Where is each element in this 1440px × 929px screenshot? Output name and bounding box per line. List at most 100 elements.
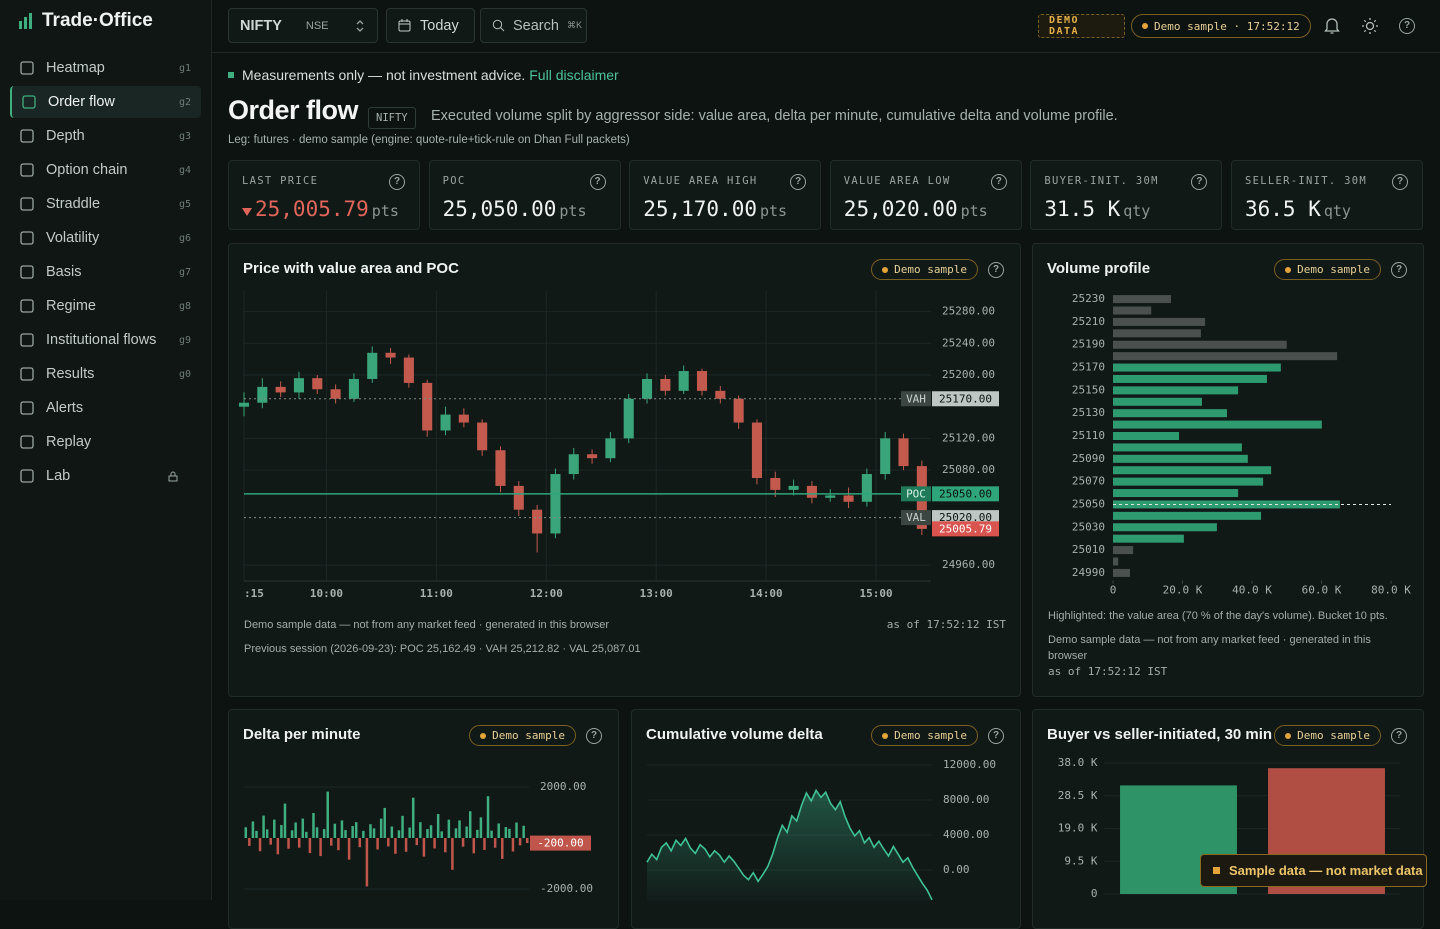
candle-body	[477, 422, 488, 451]
nav-item[interactable]: Option chain g4	[10, 154, 201, 186]
help-icon[interactable]: ?	[586, 728, 602, 744]
calendar-icon	[398, 19, 411, 32]
bar	[251, 821, 255, 838]
candle-body	[440, 414, 451, 431]
nav-item[interactable]: Institutional flows g9	[10, 324, 201, 356]
bar	[465, 826, 468, 838]
bar	[436, 814, 440, 838]
brand-name: Trade·Office	[42, 10, 153, 31]
y-tick-label: 25030	[1072, 520, 1105, 533]
nav-item[interactable]: Results g0	[10, 358, 201, 390]
demo-badge: Demo sample	[469, 725, 576, 746]
topbar: NIFTY NSE Today Search ⌘K DEMO DATA Demo…	[212, 0, 1440, 53]
help-icon[interactable]: ?	[988, 728, 1004, 744]
help-icon[interactable]: ?	[1399, 18, 1415, 34]
badge-dot	[882, 266, 889, 273]
date-button[interactable]: Today	[386, 8, 475, 43]
bar	[479, 817, 483, 838]
y-tick-label: 25010	[1072, 543, 1105, 556]
profile-panel: 25230 25210 25190 25170 25150 25130 25110 25090…	[1032, 243, 1424, 697]
profile-bar	[1113, 546, 1134, 555]
profile-bar	[1113, 363, 1281, 372]
nav-item[interactable]: Alerts	[10, 392, 201, 424]
profile-bar	[1113, 340, 1287, 349]
bar	[287, 838, 290, 849]
profile-bar	[1113, 454, 1248, 463]
nav-item[interactable]: Order flow g2	[10, 86, 201, 118]
bar	[401, 815, 404, 838]
nav-item[interactable]: Straddle g5	[10, 188, 201, 220]
profile-bar	[1113, 557, 1119, 566]
nav-icon	[20, 197, 34, 211]
disclaimer-link[interactable]: Full disclaimer	[529, 67, 619, 83]
badge-dot	[882, 732, 889, 739]
candle-body	[330, 389, 341, 399]
candle-body	[843, 495, 854, 502]
bar	[426, 829, 429, 838]
nav-item[interactable]: Regime g8	[10, 290, 201, 322]
brand-icon	[19, 13, 32, 29]
nav-label: Alerts	[46, 400, 84, 416]
bar	[411, 797, 415, 838]
nav-icon	[20, 163, 34, 177]
profile-bar	[1113, 329, 1201, 338]
kpi-unit: qty	[1323, 202, 1351, 220]
candle-body	[751, 422, 762, 478]
y-tick-label: 25110	[1072, 429, 1105, 442]
bar	[415, 838, 419, 846]
nav-item[interactable]: Depth g3	[10, 120, 201, 152]
y-tick-label: 4000.00	[943, 828, 989, 841]
nav-icon-shape	[20, 265, 34, 279]
y-tick-label: 25130	[1072, 406, 1105, 419]
nav-icon	[22, 95, 36, 109]
bar	[490, 830, 493, 838]
bar	[508, 828, 511, 838]
cvd-chart: 12000.00 8000.00 4000.00 0.00	[646, 758, 996, 901]
line-label-box	[901, 391, 931, 407]
nav-item[interactable]: Heatmap g1	[10, 52, 201, 84]
kpi-number: 25,170.00	[643, 197, 757, 221]
symbol-select[interactable]: NIFTY NSE	[228, 8, 378, 43]
line-label: VAL	[906, 511, 926, 524]
help-icon[interactable]: ?	[988, 262, 1004, 278]
search-button[interactable]: Search ⌘K	[480, 8, 587, 43]
badge-text: Demo sample	[1297, 729, 1370, 742]
help-icon[interactable]: ?	[1391, 262, 1407, 278]
nav-label: Regime	[46, 298, 96, 314]
bar	[340, 820, 344, 838]
line-label-box	[901, 510, 931, 526]
kpi-unit: pts	[371, 202, 399, 220]
y-tick-label: 0.00	[943, 863, 970, 876]
cvd-panel: 12000.00 8000.00 4000.00 0.00 Cumulative vo…	[631, 709, 1021, 929]
profile-bar	[1113, 386, 1239, 395]
theme-icon[interactable]	[1361, 17, 1379, 35]
notice: Measurements only — not investment advic…	[228, 67, 619, 83]
bell-icon[interactable]	[1324, 17, 1340, 35]
help-icon[interactable]: ?	[1391, 728, 1407, 744]
kpi-card: POC? 25,050.00 pts	[428, 160, 621, 230]
badge-text: Demo sample	[894, 263, 967, 276]
nav-item[interactable]: Replay	[10, 426, 201, 458]
nav-item[interactable]: Volatility g6	[10, 222, 201, 254]
bar	[326, 791, 329, 838]
bar	[390, 826, 394, 838]
status: Demo sample · 17:52:12	[1154, 19, 1300, 33]
nav-label: Order flow	[48, 94, 115, 110]
candle-body	[678, 371, 689, 391]
bar	[372, 828, 376, 838]
x-tick-label: 13:00	[640, 587, 673, 600]
nav-shortcut: g5	[178, 198, 191, 210]
kpi-value: 25,020.00 pts	[844, 197, 988, 221]
badge-dot	[1285, 732, 1292, 739]
nav-item[interactable]: Lab	[10, 460, 201, 492]
nav-item[interactable]: Basis g7	[10, 256, 201, 288]
bar	[344, 830, 347, 838]
nav-label: Depth	[46, 128, 85, 144]
nav-label: Basis	[46, 264, 82, 280]
candle-body	[275, 386, 286, 393]
note: Demo sample data — not from any market f…	[244, 619, 610, 631]
bar	[422, 838, 426, 857]
y-tick-label: 25090	[1072, 452, 1105, 465]
profile-bar	[1113, 443, 1242, 452]
